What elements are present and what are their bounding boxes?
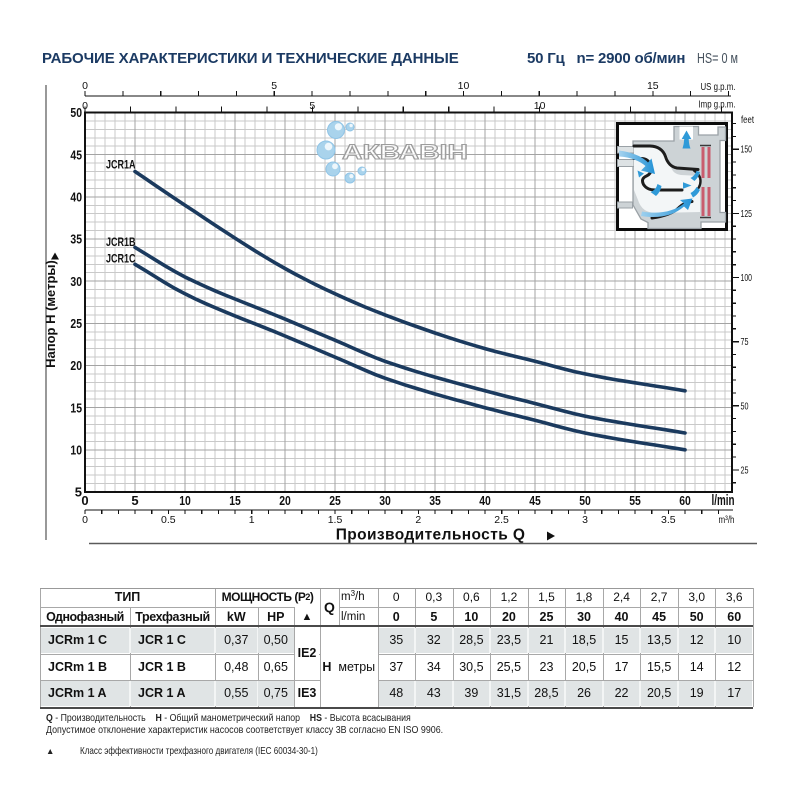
svg-text:20: 20 <box>70 358 82 373</box>
svg-text:l/min: l/min <box>712 493 735 509</box>
svg-text:1: 1 <box>249 514 255 526</box>
svg-text:10: 10 <box>534 100 546 112</box>
svg-text:30: 30 <box>379 493 391 508</box>
svg-text:125: 125 <box>741 208 753 220</box>
svg-text:45: 45 <box>529 493 541 508</box>
svg-text:25: 25 <box>329 493 341 508</box>
svg-text:30: 30 <box>70 274 82 289</box>
svg-text:US g.p.m.: US g.p.m. <box>701 81 736 93</box>
svg-text:0.5: 0.5 <box>161 514 176 526</box>
svg-text:m³/h: m³/h <box>719 514 735 526</box>
svg-text:2.5: 2.5 <box>494 514 509 526</box>
svg-text:15: 15 <box>229 493 241 508</box>
svg-text:20: 20 <box>279 493 291 508</box>
svg-text:100: 100 <box>741 272 753 284</box>
svg-text:10: 10 <box>179 493 191 508</box>
svg-text:10: 10 <box>70 442 82 457</box>
svg-text:55: 55 <box>629 493 641 508</box>
svg-text:50: 50 <box>741 400 749 412</box>
svg-text:15: 15 <box>647 80 659 92</box>
svg-text:35: 35 <box>70 232 82 247</box>
svg-text:1.5: 1.5 <box>328 514 343 526</box>
svg-text:150: 150 <box>741 144 753 156</box>
svg-text:50: 50 <box>579 493 591 508</box>
svg-text:10: 10 <box>458 80 470 92</box>
svg-text:35: 35 <box>429 493 441 508</box>
svg-text:АКВАВІН: АКВАВІН <box>342 141 468 164</box>
svg-text:2: 2 <box>415 514 421 526</box>
svg-text:JCR1A: JCR1A <box>106 160 136 172</box>
svg-text:JCR1B: JCR1B <box>106 237 136 249</box>
svg-text:3.5: 3.5 <box>661 514 676 526</box>
svg-text:60: 60 <box>679 493 691 508</box>
svg-text:5: 5 <box>271 80 277 92</box>
svg-text:50: 50 <box>70 105 82 120</box>
svg-text:Производительность Q: Производительность Q <box>336 527 526 544</box>
svg-text:40: 40 <box>70 189 82 204</box>
svg-text:0: 0 <box>82 514 88 526</box>
svg-text:5: 5 <box>75 485 82 500</box>
svg-text:75: 75 <box>741 336 749 348</box>
svg-text:40: 40 <box>479 493 491 508</box>
svg-text:feet: feet <box>741 114 754 126</box>
svg-text:25: 25 <box>741 465 749 477</box>
svg-text:Напор H (метры): Напор H (метры) <box>43 260 58 368</box>
svg-text:0: 0 <box>82 80 88 92</box>
svg-text:25: 25 <box>70 316 82 331</box>
svg-text:5: 5 <box>309 100 315 112</box>
svg-text:15: 15 <box>70 400 82 415</box>
svg-text:45: 45 <box>70 147 82 162</box>
svg-text:JCR1C: JCR1C <box>106 254 136 266</box>
svg-text:Imp g.p.m.: Imp g.p.m. <box>699 99 736 111</box>
svg-text:0: 0 <box>81 493 88 508</box>
svg-text:0: 0 <box>82 100 88 112</box>
svg-text:3: 3 <box>582 514 588 526</box>
svg-text:5: 5 <box>131 493 138 508</box>
